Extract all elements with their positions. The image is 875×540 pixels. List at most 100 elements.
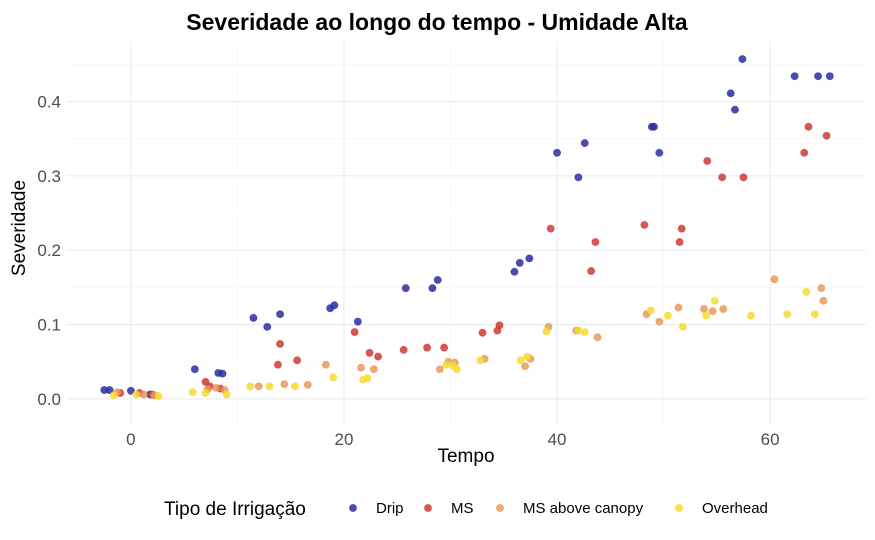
data-point [646,306,655,315]
data-point [516,356,525,365]
data-point [265,382,274,391]
data-point [790,72,799,81]
x-tick-label: 40 [548,430,567,449]
data-point [329,373,338,382]
data-point [521,362,530,371]
y-tick-label: 0.3 [37,167,61,186]
data-point [254,382,263,391]
data-point [730,105,739,114]
data-point [423,343,432,352]
data-point [495,321,504,330]
data-point [649,122,658,131]
data-point [702,311,711,320]
data-point [726,89,735,98]
data-point [273,360,282,369]
legend-key-overhead [675,503,684,512]
legend-label: Drip [376,500,404,517]
data-point [246,382,255,391]
data-point [810,310,819,319]
legend-key-ms-above-canopy [495,503,504,512]
data-point [350,328,359,337]
data-point [290,382,299,391]
data-point [738,55,747,64]
legend-key-ms [423,503,432,512]
data-point [525,254,534,263]
data-point [674,303,683,312]
data-point [249,313,258,322]
data-point [132,390,141,399]
data-point [353,317,362,326]
data-point [440,343,449,352]
data-point [822,131,831,140]
data-point [428,284,437,293]
y-tick-label: 0.0 [37,390,61,409]
data-point [363,374,372,383]
data-point [276,310,285,319]
legend: Tipo de Irrigação Drip MS MS above canopy O… [164,499,768,520]
data-point [276,339,285,348]
data-point [770,275,779,284]
x-axis-title: Tempo [437,446,494,467]
tick-labels: 0 20 40 60 0.0 0.1 0.2 0.3 0.4 [37,92,779,449]
data-point [719,304,728,313]
data-point [718,173,727,182]
data-points [100,55,834,400]
legend-label: MS [451,500,474,517]
data-point [357,363,366,372]
data-point [574,173,583,182]
data-point [188,388,197,397]
grid [67,42,866,425]
data-point [655,317,664,326]
data-point [814,72,823,81]
data-point [154,391,163,400]
data-point [640,220,649,229]
data-point [510,267,519,276]
data-point [675,238,684,247]
data-point [678,322,687,331]
data-point [710,296,719,305]
data-point [433,275,442,284]
chart-title: Severidade ao longo do tempo - Umidade A… [186,9,688,35]
data-point [321,360,330,369]
data-point [700,304,709,313]
data-point [212,383,221,392]
data-point [546,224,555,233]
data-point [280,380,289,389]
legend-label: MS above canopy [523,500,644,517]
data-point [222,390,231,399]
data-point [593,333,602,342]
data-point [587,267,596,276]
x-tick-label: 60 [761,430,780,449]
data-point [105,386,114,395]
data-point [677,224,686,233]
data-point [663,311,672,320]
data-point [800,148,809,157]
data-point [580,328,589,337]
x-tick-label: 20 [335,430,354,449]
x-tick-label: 0 [126,430,135,449]
data-point [139,390,148,399]
data-point [553,148,562,157]
data-point [126,386,135,395]
y-tick-label: 0.2 [37,241,61,260]
data-point [478,328,487,337]
data-point [218,369,227,378]
data-point [303,380,312,389]
data-point [708,307,717,316]
data-point [574,326,583,335]
y-tick-label: 0.1 [37,316,61,335]
data-point [476,356,485,365]
data-point [783,310,792,319]
data-point [330,301,339,310]
data-point [109,391,118,400]
y-axis-title: Severidade [9,180,30,276]
data-point [591,238,600,247]
data-point [190,365,199,374]
data-point [452,365,461,374]
data-point [542,327,551,336]
data-point [374,352,383,361]
data-point [817,284,826,293]
data-point [746,311,755,320]
data-point [515,258,524,267]
